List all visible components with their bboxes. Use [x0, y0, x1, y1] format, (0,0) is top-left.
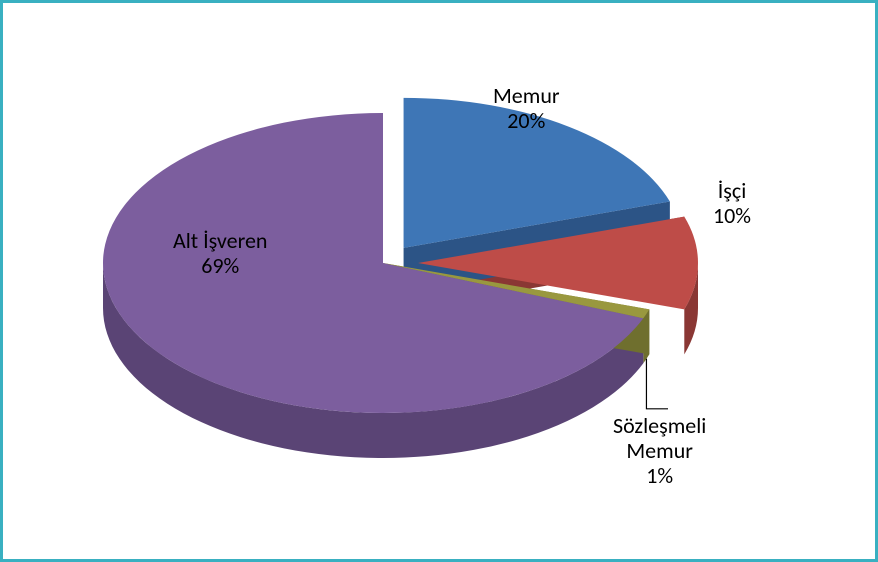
- label-sozlesmeli: Sözleşmeli Memur 1%: [613, 413, 706, 489]
- label-memur-pct: 20%: [493, 108, 560, 133]
- label-altisveren: Alt İşveren 69%: [173, 228, 268, 279]
- label-memur-name: Memur: [493, 83, 560, 108]
- label-isci: İşçi 10%: [713, 178, 751, 229]
- chart-frame: Memur 20% İşçi 10% Sözleşmeli Memur 1% A…: [0, 0, 878, 562]
- label-isci-pct: 10%: [713, 203, 751, 228]
- label-sozlesmeli-name-1: Sözleşmeli: [613, 413, 706, 438]
- pie-chart: [3, 3, 875, 559]
- label-memur: Memur 20%: [493, 83, 560, 134]
- label-sozlesmeli-pct: 1%: [613, 463, 706, 488]
- label-altisveren-name: Alt İşveren: [173, 228, 268, 253]
- label-altisveren-pct: 69%: [173, 253, 268, 278]
- label-sozlesmeli-name-2: Memur: [613, 438, 706, 463]
- label-isci-name: İşçi: [713, 178, 751, 203]
